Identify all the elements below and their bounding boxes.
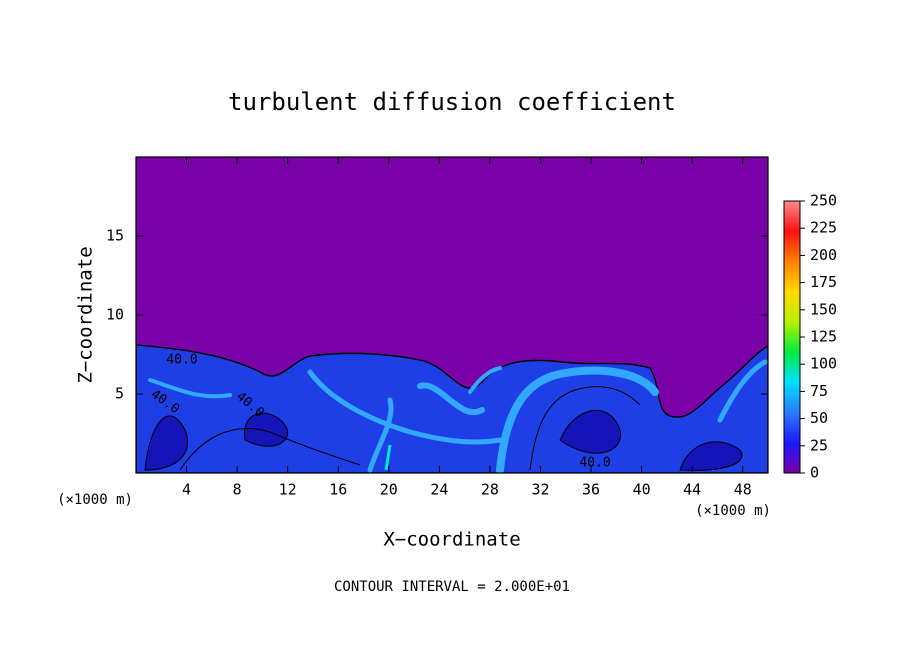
colorbar-tick-label: 225: [810, 219, 837, 237]
x-tick-label: 40: [633, 481, 651, 499]
colorbar-tick-label: 150: [810, 300, 837, 318]
dark-patch: [244, 412, 288, 447]
x-unit-label: (×1000 m): [57, 492, 133, 508]
colorbar-tick-label: 50: [810, 409, 828, 427]
contour-line: [529, 386, 641, 471]
chart-title: turbulent diffusion coefficient: [228, 88, 676, 116]
x-tick-label: 32: [531, 481, 549, 499]
x-unit-label: (×1000 m): [695, 503, 771, 519]
x-tick-label: 44: [683, 481, 701, 499]
y-tick-label: 10: [106, 306, 124, 324]
bright-streak: [384, 444, 392, 471]
y-axis-label: Z−coordinate: [75, 246, 97, 383]
x-tick-label: 36: [582, 481, 600, 499]
colorbar-tick-label: 250: [810, 192, 837, 210]
y-tick-label: 15: [106, 227, 124, 245]
dark-patch: [559, 409, 621, 454]
x-tick-label: 28: [481, 481, 499, 499]
colorbar-tick-label: 25: [810, 436, 828, 454]
dark-patch: [144, 415, 189, 471]
footer-note: CONTOUR INTERVAL = 2.000E+01: [334, 579, 570, 595]
contour-label: 40.0: [166, 353, 197, 368]
x-tick-label: 48: [734, 481, 752, 499]
x-tick-label: 16: [329, 481, 347, 499]
x-tick-label: 4: [182, 481, 191, 499]
colorbar-tick-label: 125: [810, 328, 837, 346]
colorbar-tick-label: 100: [810, 355, 837, 373]
colorbar-tick-label: 75: [810, 382, 828, 400]
x-tick-label: 24: [430, 481, 448, 499]
field: [136, 157, 768, 473]
colorbar: [783, 200, 801, 474]
contour-line: [179, 427, 361, 471]
colorbar-tick-label: 200: [810, 246, 837, 264]
colorbar-tick-label: 0: [810, 464, 819, 482]
swirls: [148, 359, 768, 473]
x-tick-label: 20: [380, 481, 398, 499]
dark-patch: [679, 441, 743, 471]
colorbar-tick-label: 175: [810, 273, 837, 291]
contour-label: 40.0: [579, 456, 610, 471]
y-tick-label: 5: [115, 385, 124, 403]
x-axis-label: X−coordinate: [383, 529, 520, 551]
x-tick-label: 8: [233, 481, 242, 499]
x-tick-label: 12: [279, 481, 297, 499]
